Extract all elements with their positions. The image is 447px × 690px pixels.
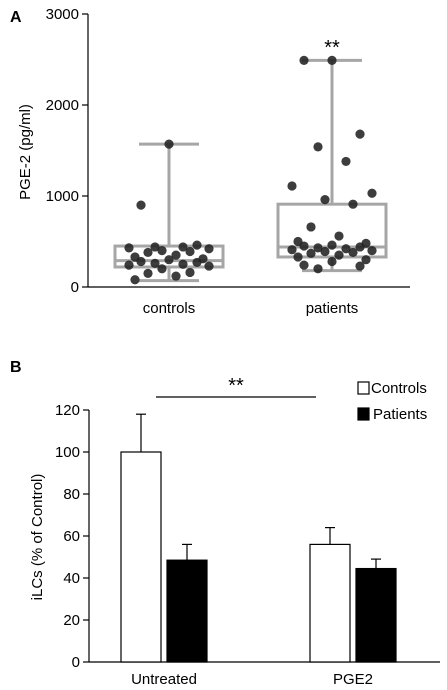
- data-point-patients: [306, 248, 316, 258]
- bar-controls-untreated: [120, 451, 162, 663]
- panel-b-y-tick-label: 80: [63, 486, 80, 503]
- box-iqr: [113, 244, 225, 269]
- panel-b-category-pge2: PGE2: [333, 671, 373, 688]
- data-point-controls: [157, 264, 167, 274]
- data-point-controls: [150, 258, 160, 268]
- panel-b-y-ticks: 0 20 40 60 80 100 120: [55, 402, 89, 671]
- data-point-patients: [287, 181, 297, 191]
- panel-a-significance: **: [324, 37, 340, 59]
- data-point-controls: [143, 247, 153, 258]
- panel-b: B 0 20 40 60 80 100 120 iLCs (% of Control) Un…: [10, 359, 440, 688]
- panel-b-y-tick-label: 120: [55, 402, 80, 419]
- panel-b-significance: **: [228, 375, 244, 397]
- data-point-patients: [348, 247, 358, 258]
- data-point-patients: [320, 246, 330, 257]
- panel-b-y-tick-label: 20: [63, 612, 80, 629]
- data-point-controls: [185, 246, 195, 257]
- data-point-patients: [327, 240, 337, 250]
- data-point-controls: [171, 250, 181, 260]
- data-point-patients: [287, 245, 297, 255]
- panel-a-category-controls: controls: [143, 300, 196, 317]
- data-point-patients: [334, 231, 344, 241]
- data-point-controls: [164, 255, 174, 265]
- panel-b-bars: [120, 413, 397, 663]
- panel-b-y-tick-label: 60: [63, 528, 80, 545]
- data-point-controls: [124, 243, 134, 253]
- data-point-controls: [143, 268, 153, 278]
- panel-b-label: B: [10, 359, 22, 376]
- bar-patients-pge2: [355, 567, 397, 663]
- data-point-controls: [178, 259, 188, 269]
- panel-a-label: A: [10, 9, 22, 26]
- data-point-controls: [178, 242, 188, 252]
- data-point-controls: [171, 271, 181, 281]
- panel-b-y-tick-label: 0: [72, 654, 80, 671]
- data-point-controls: [204, 244, 214, 254]
- bar-patients-untreated: [166, 559, 208, 663]
- data-point-controls: [192, 240, 202, 250]
- data-point-controls: [136, 200, 146, 210]
- data-point-patients: [355, 242, 365, 252]
- data-point-patients: [355, 261, 365, 271]
- panel-b-category-untreated: Untreated: [131, 671, 197, 688]
- data-point-patients: [299, 241, 309, 251]
- data-point-controls: [130, 275, 140, 285]
- panel-b-legend: Controls Patients: [357, 380, 427, 423]
- data-point-controls: [124, 260, 134, 270]
- data-point-controls: [157, 246, 167, 256]
- legend-label-patients: Patients: [373, 406, 427, 423]
- panel-a-y-ticks: 0 1000 2000 3000: [46, 6, 88, 296]
- data-point-patients: [293, 252, 303, 262]
- panel-b-y-tick-label: 40: [63, 570, 80, 587]
- legend-label-controls: Controls: [371, 380, 427, 397]
- panel-a-y-tick-label: 1000: [46, 188, 79, 205]
- data-point-patients: [306, 222, 316, 232]
- data-point-patients: [348, 199, 358, 209]
- data-point-patients: [355, 129, 365, 139]
- panel-a-y-tick-label: 2000: [46, 97, 79, 114]
- data-point-controls: [164, 139, 174, 149]
- data-point-controls: [185, 267, 195, 278]
- data-point-patients: [320, 195, 330, 205]
- panel-b-y-tick-label: 100: [55, 444, 80, 461]
- data-point-patients: [361, 255, 371, 265]
- data-point-patients: [299, 260, 309, 270]
- data-point-patients: [313, 264, 323, 274]
- data-point-patients: [367, 188, 377, 198]
- data-point-patients: [327, 256, 337, 267]
- data-point-patients: [313, 243, 323, 253]
- legend-swatch-controls: [357, 381, 370, 395]
- bar-controls-pge2: [309, 543, 351, 663]
- data-point-controls: [136, 256, 146, 267]
- data-point-patients: [334, 250, 344, 260]
- panel-a-y-label: PGE-2 (pg/ml): [17, 104, 34, 200]
- panel-b-y-label: iLCs (% of Control): [29, 474, 46, 601]
- data-point-controls: [192, 257, 202, 268]
- panel-a-y-tick-label: 0: [71, 279, 79, 296]
- data-point-patients: [341, 156, 351, 167]
- data-point-patients: [313, 142, 323, 152]
- data-point-controls: [150, 242, 160, 252]
- panel-a-y-tick-label: 3000: [46, 6, 79, 23]
- data-point-patients: [327, 55, 337, 66]
- data-point-patients: [299, 55, 309, 66]
- legend-swatch-patients: [357, 407, 370, 421]
- panel-a-points: [124, 55, 377, 285]
- panel-a: A 0 1000 2000 3000 PGE-2 (pg/ml) controls p…: [10, 6, 410, 317]
- data-point-patients: [367, 246, 377, 256]
- data-point-controls: [204, 261, 214, 271]
- panel-a-category-patients: patients: [306, 300, 359, 317]
- data-point-patients: [341, 244, 351, 254]
